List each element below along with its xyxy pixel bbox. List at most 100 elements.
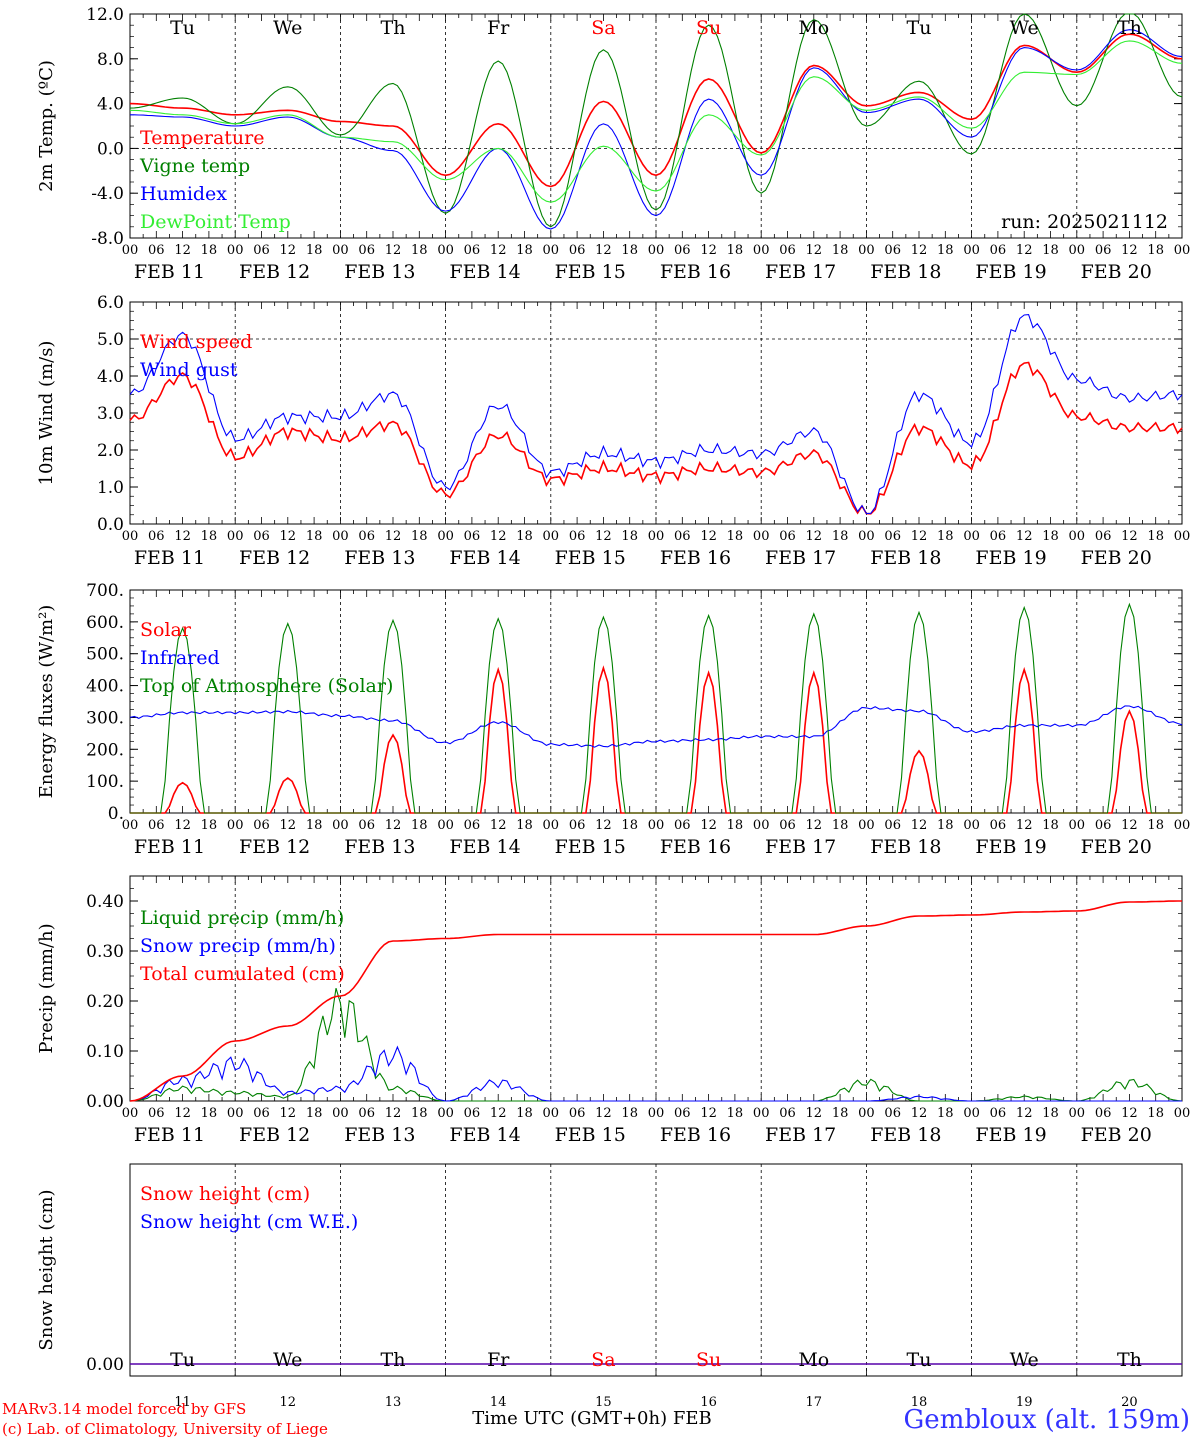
hour-label: 12 bbox=[1016, 529, 1033, 544]
y-tick-label: 400. bbox=[86, 677, 124, 697]
hour-label: 00 bbox=[122, 529, 139, 544]
y-axis-title: Snow height (cm) bbox=[36, 1189, 57, 1350]
hour-label: 18 bbox=[306, 818, 323, 833]
hour-label: 18 bbox=[727, 243, 744, 258]
hour-label: 12 bbox=[385, 529, 402, 544]
weekday-label: Tu bbox=[170, 17, 195, 39]
hour-label: 00 bbox=[332, 529, 349, 544]
series-line-snow-precip-mm-h bbox=[129, 1045, 1182, 1102]
station-label: Gembloux (alt. 159m) bbox=[904, 1405, 1190, 1435]
hour-label: 06 bbox=[253, 243, 270, 258]
date-label: FEB 19 bbox=[975, 547, 1046, 569]
hour-label: 18 bbox=[306, 1106, 323, 1121]
hour-label: 00 bbox=[963, 818, 980, 833]
hour-label: 00 bbox=[437, 818, 454, 833]
weekday-label: Fr bbox=[487, 1349, 510, 1371]
hour-label: 18 bbox=[516, 818, 533, 833]
hour-label: 06 bbox=[569, 529, 586, 544]
hour-label: 18 bbox=[1147, 1106, 1164, 1121]
hour-label: 12 bbox=[595, 1106, 612, 1121]
hour-label: 18 bbox=[1147, 818, 1164, 833]
hour-label: 12 bbox=[280, 818, 297, 833]
date-label: FEB 20 bbox=[1081, 547, 1152, 569]
y-tick-label: 12.0 bbox=[86, 5, 124, 25]
weekday-label: Fr bbox=[487, 17, 510, 39]
hour-label: 12 bbox=[700, 818, 717, 833]
date-label: FEB 18 bbox=[870, 261, 941, 283]
hour-label: 06 bbox=[779, 243, 796, 258]
hour-label: 06 bbox=[1095, 529, 1112, 544]
hour-label: 00 bbox=[1069, 1106, 1086, 1121]
y-tick-label: 0.00 bbox=[86, 1355, 124, 1375]
hour-label: 12 bbox=[490, 243, 507, 258]
y-tick-label: -8.0 bbox=[91, 229, 124, 249]
hour-label: 12 bbox=[1121, 243, 1138, 258]
legend-top-of-atmosphere-solar: Top of Atmosphere (Solar) bbox=[140, 675, 393, 697]
day-number-label: 11 bbox=[174, 1395, 191, 1410]
hour-label: 12 bbox=[490, 1106, 507, 1121]
date-label: FEB 11 bbox=[134, 547, 205, 569]
hour-label: 00 bbox=[332, 243, 349, 258]
hour-label: 00 bbox=[437, 1106, 454, 1121]
series-line-infrared bbox=[129, 705, 1183, 748]
hour-label: 06 bbox=[1095, 818, 1112, 833]
hour-label: 00 bbox=[1174, 243, 1191, 258]
legend-vigne-temp: Vigne temp bbox=[139, 155, 250, 177]
hour-label: 06 bbox=[779, 1106, 796, 1121]
hour-label: 12 bbox=[595, 818, 612, 833]
hour-label: 18 bbox=[1147, 529, 1164, 544]
legend-infrared: Infrared bbox=[140, 647, 220, 669]
hour-label: 18 bbox=[306, 243, 323, 258]
hour-label: 18 bbox=[832, 529, 849, 544]
hour-label: 00 bbox=[753, 243, 770, 258]
y-tick-label: 1.0 bbox=[97, 478, 124, 498]
hour-label: 06 bbox=[253, 818, 270, 833]
y-tick-label: 300. bbox=[86, 708, 124, 728]
hour-label: 18 bbox=[306, 529, 323, 544]
weekday-label: Tu bbox=[170, 1349, 195, 1371]
hour-label: 18 bbox=[832, 243, 849, 258]
hour-label: 18 bbox=[201, 529, 218, 544]
panel-5 bbox=[129, 1163, 1183, 1377]
hour-label: 00 bbox=[543, 243, 560, 258]
y-tick-label: 0.0 bbox=[97, 515, 124, 535]
hour-label: 18 bbox=[727, 529, 744, 544]
date-label: FEB 13 bbox=[344, 1124, 415, 1146]
hour-label: 06 bbox=[990, 529, 1007, 544]
hour-label: 12 bbox=[911, 243, 928, 258]
hour-label: 18 bbox=[201, 818, 218, 833]
hour-label: 12 bbox=[490, 818, 507, 833]
series-line-top-of-atmosphere-solar bbox=[130, 602, 1182, 814]
hour-label: 00 bbox=[332, 1106, 349, 1121]
hour-label: 06 bbox=[674, 1106, 691, 1121]
hour-label: 06 bbox=[358, 529, 375, 544]
hour-label: 06 bbox=[464, 243, 481, 258]
date-label: FEB 20 bbox=[1081, 261, 1152, 283]
hour-label: 00 bbox=[122, 818, 139, 833]
weekday-label: We bbox=[1010, 17, 1039, 39]
hour-label: 06 bbox=[990, 243, 1007, 258]
y-tick-label: 6.0 bbox=[97, 293, 124, 313]
day-number-label: 16 bbox=[700, 1395, 717, 1410]
hour-label: 18 bbox=[621, 818, 638, 833]
date-label: FEB 16 bbox=[660, 1124, 731, 1146]
date-label: FEB 11 bbox=[134, 1124, 205, 1146]
hour-label: 06 bbox=[884, 818, 901, 833]
series-line-total-cumulated-cm bbox=[129, 900, 1182, 1102]
date-label: FEB 14 bbox=[449, 261, 520, 283]
y-tick-label: 0.0 bbox=[97, 139, 124, 159]
date-label: FEB 15 bbox=[555, 261, 626, 283]
panel-3 bbox=[129, 589, 1183, 814]
hour-label: 18 bbox=[832, 1106, 849, 1121]
hour-label: 00 bbox=[648, 818, 665, 833]
hour-label: 06 bbox=[1095, 1106, 1112, 1121]
hour-label: 00 bbox=[963, 1106, 980, 1121]
hour-label: 06 bbox=[358, 243, 375, 258]
panel-2 bbox=[129, 301, 1183, 525]
hour-label: 06 bbox=[1095, 243, 1112, 258]
hour-label: 18 bbox=[1147, 243, 1164, 258]
legend-snow-height-cm: Snow height (cm) bbox=[140, 1183, 310, 1205]
hour-label: 18 bbox=[411, 818, 428, 833]
hour-label: 00 bbox=[332, 818, 349, 833]
